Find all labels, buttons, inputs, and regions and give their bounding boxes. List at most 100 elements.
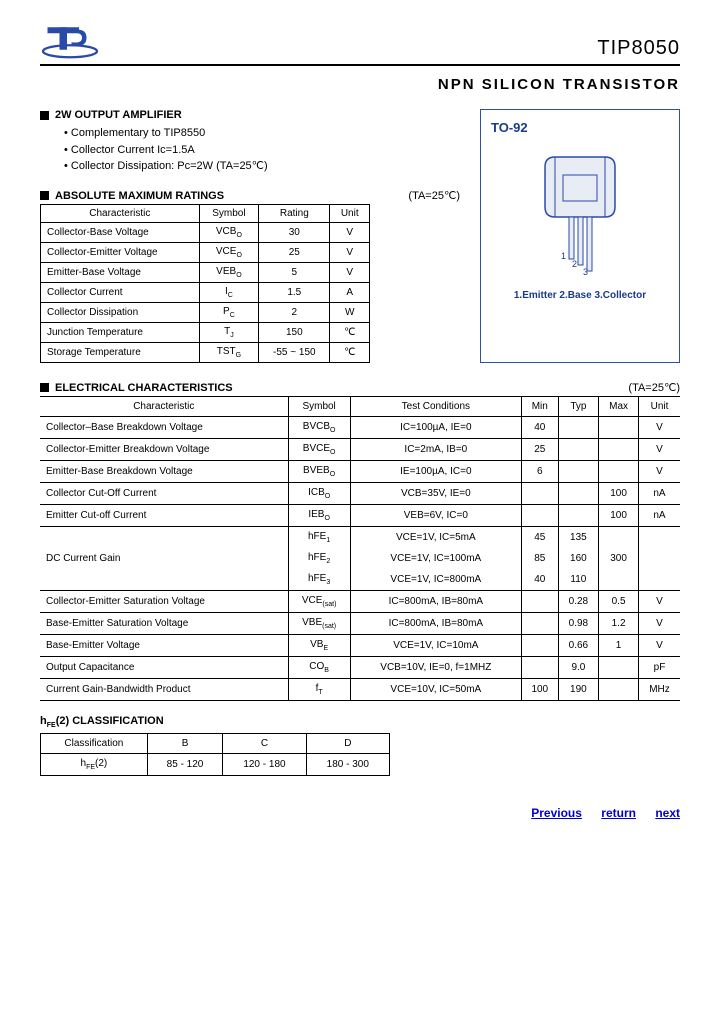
table-cell — [558, 438, 599, 460]
table-row: Emitter-Base Breakdown VoltageBVEBOIE=10… — [40, 460, 680, 482]
table-cell: Collector-Base Voltage — [41, 222, 200, 242]
table-cell: V — [638, 634, 680, 656]
next-link[interactable]: next — [655, 806, 680, 820]
table-cell: V — [330, 222, 370, 242]
table-cell: VCE=1V, IC=100mA — [350, 548, 521, 569]
table-cell: 30 — [259, 222, 330, 242]
table-cell: V — [330, 262, 370, 282]
table-cell: V — [330, 242, 370, 262]
amplifier-bullets: Complementary to TIP8550 Collector Curre… — [40, 125, 460, 175]
table-row: Collector–Base Breakdown VoltageBVCBOIC=… — [40, 416, 680, 438]
table-cell: ICBO — [288, 482, 350, 504]
table-cell — [521, 590, 558, 612]
table-cell: TSTG — [199, 342, 259, 362]
table-cell: pF — [638, 656, 680, 678]
hfe-table: ClassificationBCD hFE(2)85 - 120120 - 18… — [40, 733, 390, 776]
table-cell: IC=100µA, IE=0 — [350, 416, 521, 438]
table-cell: PC — [199, 302, 259, 322]
top-section: 2W OUTPUT AMPLIFIER Complementary to TIP… — [40, 109, 680, 363]
table-cell: 160 — [558, 548, 599, 569]
table-cell — [558, 482, 599, 504]
table-row: hFE1VCE=1V, IC=5mA45135 — [40, 526, 680, 548]
table-cell: Collector-Emitter Saturation Voltage — [40, 590, 288, 612]
package-pins-text: 1.Emitter 2.Base 3.Collector — [491, 290, 669, 301]
table-row: Collector-Emitter Breakdown VoltageBVCEO… — [40, 438, 680, 460]
table-cell: 100 — [521, 678, 558, 700]
table-cell: VCE=10V, IC=50mA — [350, 678, 521, 700]
hfe-col-header: B — [147, 733, 223, 753]
amr-condition: (TA=25℃) — [408, 189, 460, 202]
package-drawing-icon: 1 2 3 — [525, 147, 635, 277]
svg-text:2: 2 — [572, 259, 577, 269]
table-cell: IE=100µA, IC=0 — [350, 460, 521, 482]
table-cell: IC=800mA, IB=80mA — [350, 612, 521, 634]
table-cell: 100 — [599, 482, 639, 504]
table-cell: 0.66 — [558, 634, 599, 656]
table-row: Collector-Emitter Saturation VoltageVCE(… — [40, 590, 680, 612]
table-cell: 85 - 120 — [147, 753, 223, 775]
table-cell: 300 — [599, 548, 639, 569]
ec-condition: (TA=25℃) — [628, 381, 680, 394]
hfe-col-header: D — [306, 733, 389, 753]
table-cell: VCBO — [199, 222, 259, 242]
table-cell: fT — [288, 678, 350, 700]
table-cell: -55 ~ 150 — [259, 342, 330, 362]
table-cell: IC=2mA, IB=0 — [350, 438, 521, 460]
ec-header-row: ELECTRICAL CHARACTERISTICS (TA=25℃) — [40, 381, 680, 394]
page-header: TIP8050 — [40, 20, 680, 66]
table-cell: 0.28 — [558, 590, 599, 612]
amplifier-heading: 2W OUTPUT AMPLIFIER — [40, 109, 460, 121]
table-cell: Base-Emitter Saturation Voltage — [40, 612, 288, 634]
table-cell: BVCEO — [288, 438, 350, 460]
table-cell: Collector-Emitter Breakdown Voltage — [40, 438, 288, 460]
table-cell: 25 — [259, 242, 330, 262]
table-row: Collector-Base VoltageVCBO30V — [41, 222, 370, 242]
table-cell: hFE2 — [288, 548, 350, 569]
table-cell: ℃ — [330, 322, 370, 342]
table-cell: 120 - 180 — [223, 753, 306, 775]
previous-link[interactable]: Previous — [531, 806, 582, 820]
table-cell — [638, 548, 680, 569]
table-cell: 45 — [521, 526, 558, 548]
svg-text:1: 1 — [561, 251, 566, 261]
amr-heading: ABSOLUTE MAXIMUM RATINGS — [40, 190, 224, 202]
table-cell: Junction Temperature — [41, 322, 200, 342]
hfe-col-header: C — [223, 733, 306, 753]
table-cell: Collector Cut-Off Current — [40, 482, 288, 504]
table-cell: 5 — [259, 262, 330, 282]
return-link[interactable]: return — [601, 806, 636, 820]
table-row: Collector Cut-Off CurrentICBOVCB=35V, IE… — [40, 482, 680, 504]
table-cell — [558, 460, 599, 482]
table-cell: VCE=1V, IC=10mA — [350, 634, 521, 656]
left-column: 2W OUTPUT AMPLIFIER Complementary to TIP… — [40, 109, 460, 363]
table-cell: VBE — [288, 634, 350, 656]
table-cell: 1.5 — [259, 282, 330, 302]
table-cell — [599, 526, 639, 548]
table-cell: Collector Dissipation — [41, 302, 200, 322]
table-cell — [599, 460, 639, 482]
table-cell: VEB=6V, IC=0 — [350, 504, 521, 526]
table-cell: V — [638, 416, 680, 438]
table-cell: COB — [288, 656, 350, 678]
table-cell: V — [638, 460, 680, 482]
table-cell: 0.5 — [599, 590, 639, 612]
table-cell: DC Current Gain — [40, 548, 288, 569]
table-cell: hFE3 — [288, 569, 350, 591]
amr-col-header: Symbol — [199, 204, 259, 222]
table-cell: nA — [638, 482, 680, 504]
table-row: DC Current GainhFE2VCE=1V, IC=100mA85160… — [40, 548, 680, 569]
table-cell: V — [638, 590, 680, 612]
table-cell: 135 — [558, 526, 599, 548]
hfe-heading: hFE(2) CLASSIFICATION — [40, 715, 680, 729]
table-cell: Emitter-Base Voltage — [41, 262, 200, 282]
table-cell: IEBO — [288, 504, 350, 526]
table-cell: VBE(sat) — [288, 612, 350, 634]
table-row: Output CapacitanceCOBVCB=10V, IE=0, f=1M… — [40, 656, 680, 678]
ec-col-header: Typ — [558, 396, 599, 416]
table-cell — [638, 526, 680, 548]
table-row: Storage TemperatureTSTG-55 ~ 150℃ — [41, 342, 370, 362]
table-row: Collector DissipationPC2W — [41, 302, 370, 322]
table-row: Current Gain-Bandwidth ProductfTVCE=10V,… — [40, 678, 680, 700]
table-cell: 190 — [558, 678, 599, 700]
table-cell — [638, 569, 680, 591]
